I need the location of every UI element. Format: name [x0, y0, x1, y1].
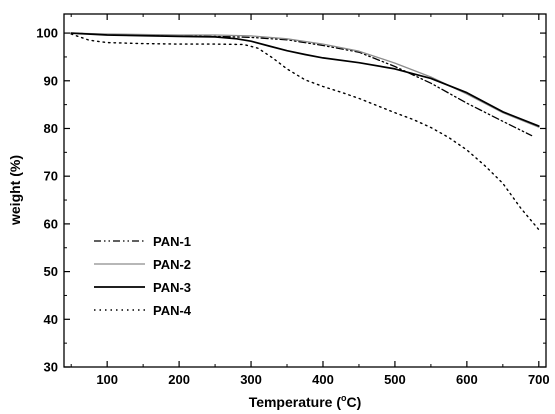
y-tick-label: 40 [44, 312, 58, 327]
x-axis-ticks: 100 200 300 400 500 600 700 [70, 14, 550, 387]
x-tick-label: 200 [168, 372, 190, 387]
y-tick-label: 60 [44, 216, 58, 231]
series-line-pan-3 [70, 32, 540, 127]
x-axis-label-main: Temperature ( [249, 394, 342, 410]
y-tick-label: 50 [44, 264, 58, 279]
y-tick-label: 30 [44, 360, 58, 375]
series-layer [70, 32, 540, 231]
series-line-pan-2 [70, 32, 540, 128]
series-line-pan-1 [70, 32, 533, 137]
x-axis-label-unit: C) [347, 394, 362, 410]
x-tick-label: 600 [456, 372, 478, 387]
plot-frame [63, 13, 547, 368]
x-tick-label: 100 [96, 372, 118, 387]
x-tick-label: 700 [528, 372, 550, 387]
series-line-pan-4 [70, 33, 540, 231]
x-tick-label: 400 [312, 372, 334, 387]
y-tick-label: 80 [44, 121, 58, 136]
legend-label-pan-2: PAN-2 [153, 257, 191, 272]
x-axis-label-degree: o [341, 393, 347, 403]
y-tick-label: 70 [44, 169, 58, 184]
legend-label-pan-3: PAN-3 [153, 280, 191, 295]
x-tick-label: 500 [384, 372, 406, 387]
legend-label-pan-1: PAN-1 [153, 234, 191, 249]
y-tick-label: 90 [44, 73, 58, 88]
x-axis-label: Temperature (oC) [249, 393, 362, 410]
y-tick-label: 100 [36, 26, 58, 41]
x-tick-label: 300 [240, 372, 262, 387]
y-axis-ticks: 30 40 50 60 70 80 90 100 [36, 26, 546, 375]
legend: PAN-1 PAN-2 PAN-3 PAN-4 [94, 234, 192, 318]
y-axis-label: weight (%) [7, 155, 23, 226]
legend-label-pan-4: PAN-4 [153, 303, 192, 318]
